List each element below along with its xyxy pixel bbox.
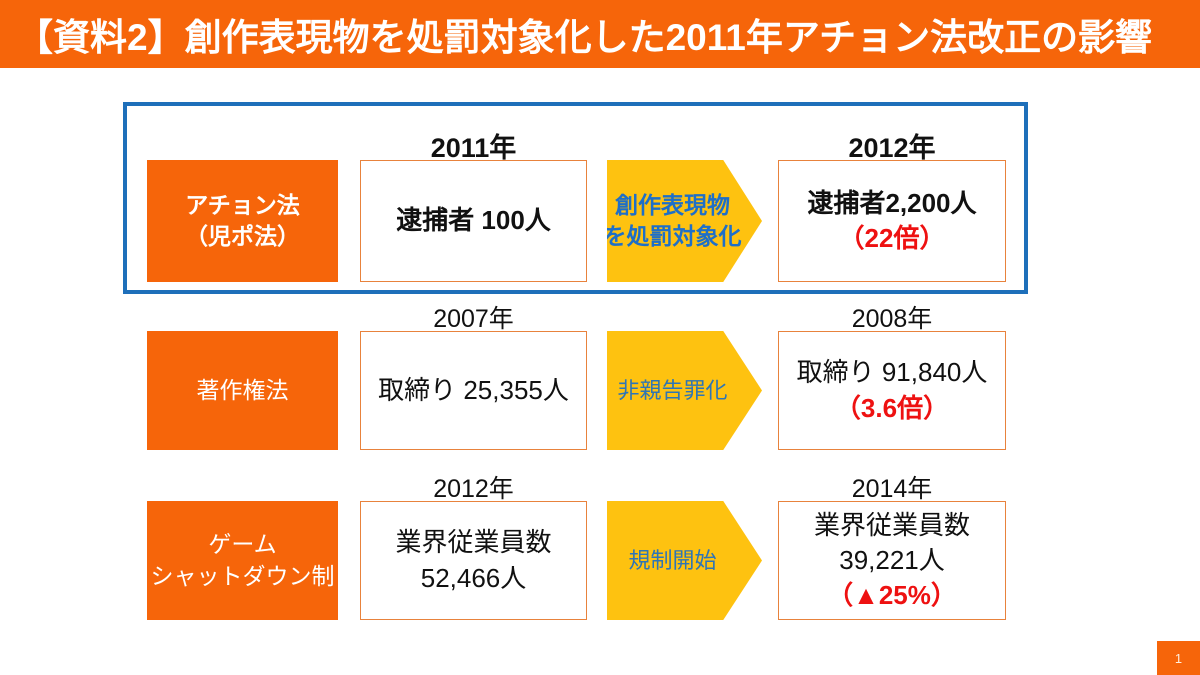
row2-transition-arrow: 非親告罪化 xyxy=(607,331,762,450)
row1-arrow-label-line1: 創作表現物 xyxy=(615,191,730,218)
row3-after-year: 2014年 xyxy=(851,475,933,503)
row2-before-value: 取締り 25,355人 xyxy=(378,374,569,405)
row3-before-value-line2: 52,466人 xyxy=(420,562,527,593)
row3-transition-arrow: 規制開始 xyxy=(607,501,762,620)
row1-law-label-line1: アチョン法 xyxy=(185,191,300,218)
row3-law-label-line2: シャットダウン制 xyxy=(150,562,335,589)
row1-change-badge: （22倍） xyxy=(838,223,946,253)
row2-after-value-box: 取締り 91,840人 （3.6倍） xyxy=(778,331,1006,450)
row2-after-year: 2008年 xyxy=(851,305,933,333)
row1-law-label-box: アチョン法 （児ポ法） xyxy=(147,160,338,282)
row2-before-value-box: 取締り 25,355人 xyxy=(360,331,587,450)
row1-arrow-label-line2: を処罰対象化 xyxy=(603,223,742,249)
slide-title: 【資料2】創作表現物を処罰対象化した2011年アチョン法改正の影響 xyxy=(16,17,1153,58)
row1-before-year: 2011年 xyxy=(430,133,517,163)
row2-law-label-line1: 著作権法 xyxy=(196,376,289,403)
row3-after-value-box: 業界従業員数 39,221人 （▲25%） xyxy=(778,501,1006,620)
row1-law-label-line2: （児ポ法） xyxy=(185,223,300,249)
row3-change-badge: （▲25%） xyxy=(827,580,957,611)
row3-arrow-label: 規制開始 xyxy=(628,547,717,573)
row3-after-value-line2: 39,221人 xyxy=(839,544,945,575)
page-number-badge: 1 xyxy=(1157,641,1200,675)
row3-before-year: 2012年 xyxy=(433,475,514,503)
page-number: 1 xyxy=(1174,650,1183,666)
row1-before-value-box: 逮捕者 100人 xyxy=(360,160,587,282)
row3-after-value-line1: 業界従業員数 xyxy=(813,509,970,540)
row3-law-label-line1: ゲーム xyxy=(208,531,277,558)
row1-after-value: 逮捕者2,200人 xyxy=(807,187,977,218)
row2-change-badge: （3.6倍） xyxy=(834,392,950,423)
slide-title-bar: 【資料2】創作表現物を処罰対象化した2011年アチョン法改正の影響 xyxy=(0,0,1200,68)
row3-before-value-box: 業界従業員数 52,466人 xyxy=(360,501,587,620)
row2-after-value: 取締り 91,840人 xyxy=(796,357,988,388)
row3-before-value-line1: 業界従業員数 xyxy=(395,527,552,558)
row1-after-value-box: 逮捕者2,200人 （22倍） xyxy=(778,160,1006,282)
row1-before-value: 逮捕者 100人 xyxy=(396,205,551,236)
row3-law-label-box: ゲーム シャットダウン制 xyxy=(147,501,338,620)
row2-before-year: 2007年 xyxy=(433,305,514,333)
highlight-frame xyxy=(123,102,1028,294)
row1-after-year: 2012年 xyxy=(848,133,936,163)
row2-arrow-label: 非親告罪化 xyxy=(617,377,728,403)
row2-law-label-box: 著作権法 xyxy=(147,331,338,450)
